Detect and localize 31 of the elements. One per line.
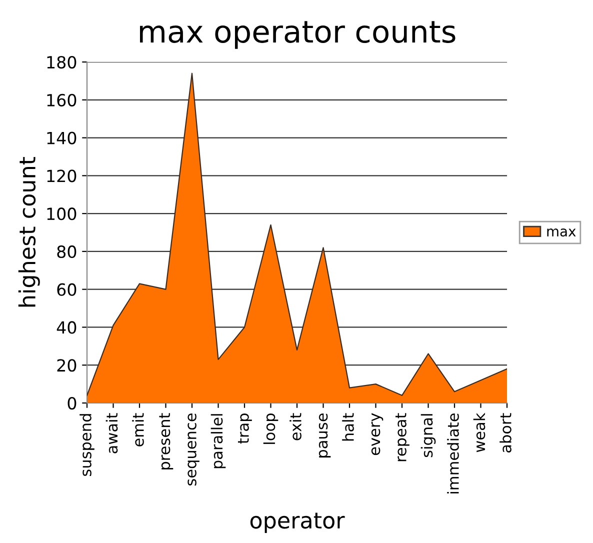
y-tick-label: 0 [68, 396, 76, 410]
y-tick-label: 20 [57, 359, 76, 372]
x-tick-label: suspend [80, 414, 94, 476]
x-tick-label: every [371, 413, 384, 456]
y-tick-label: 40 [56, 321, 76, 334]
x-tick-label: halt [342, 413, 354, 441]
y-axis-title: highest count [18, 156, 40, 307]
chart-title: max operator counts [140, 21, 456, 49]
x-tick-label: loop [263, 414, 278, 444]
x-tick-label: abort [500, 413, 512, 452]
y-tick-label: 100 [47, 208, 76, 220]
y-tick-label: 60 [57, 283, 76, 296]
x-axis-title: operator [250, 512, 345, 533]
x-tick-label: sequence [188, 414, 200, 486]
x-tick-label: present [159, 413, 174, 470]
y-tick-label: 140 [47, 132, 76, 144]
y-tick-label: 180 [47, 56, 76, 69]
x-tick-label: emit [132, 413, 144, 446]
x-tick-label: trap [238, 414, 252, 444]
x-tick-label: repeat [395, 413, 410, 462]
y-tick-label: 120 [47, 170, 76, 182]
x-tick-label: pause [318, 414, 331, 458]
x-tick-label: immediate [447, 414, 459, 494]
y-tick-label: 80 [57, 245, 76, 258]
y-tick-label: 160 [47, 94, 76, 106]
x-tick-label: weak [473, 412, 486, 452]
x-tick-label: signal [420, 414, 436, 458]
legend-label: max [547, 228, 576, 237]
x-tick-label: parallel [210, 414, 226, 468]
x-tick-label: exit [290, 413, 302, 440]
x-tick-label: await [106, 413, 118, 454]
